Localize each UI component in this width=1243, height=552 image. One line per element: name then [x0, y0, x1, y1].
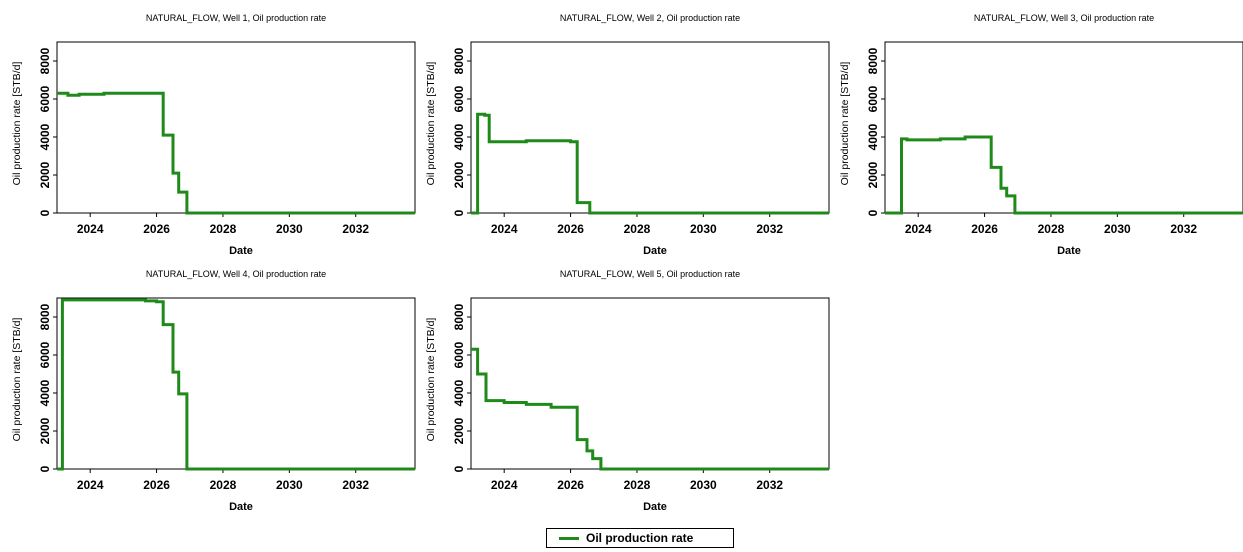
panel-well-4: NATURAL_FLOW, Well 4, Oil production rat…: [11, 269, 416, 513]
y-tick-label: 6000: [38, 341, 52, 368]
series-line-oil-production-rate: [57, 298, 415, 471]
x-axis-label: Date: [643, 501, 667, 513]
y-tick-label: 4000: [866, 123, 880, 150]
x-tick-label: 2032: [1170, 222, 1197, 236]
x-tick-label: 2030: [690, 222, 717, 236]
legend: Oil production rate: [546, 528, 734, 548]
x-tick-label: 2028: [210, 478, 237, 492]
x-tick-label: 2024: [77, 478, 104, 492]
x-tick-label: 2024: [491, 222, 518, 236]
x-tick-label: 2026: [557, 478, 584, 492]
series-line-oil-production-rate: [57, 91, 415, 215]
series-line-oil-production-rate: [471, 112, 829, 215]
x-tick-label: 2026: [143, 478, 170, 492]
x-tick-label: 2032: [756, 478, 783, 492]
y-tick-label: 2000: [866, 161, 880, 188]
y-tick-label: 0: [38, 465, 52, 472]
y-tick-label: 0: [38, 209, 52, 216]
y-tick-label: 6000: [452, 341, 466, 368]
y-tick-label: 2000: [38, 161, 52, 188]
panel-well-1: NATURAL_FLOW, Well 1, Oil production rat…: [11, 13, 416, 257]
x-tick-label: 2024: [77, 222, 104, 236]
x-tick-label: 2026: [971, 222, 998, 236]
y-tick-label: 8000: [452, 47, 466, 74]
y-tick-label: 4000: [452, 123, 466, 150]
plot-area: [56, 41, 416, 214]
x-tick-label: 2030: [690, 478, 717, 492]
plot-area: [470, 297, 830, 470]
x-tick-label: 2026: [143, 222, 170, 236]
x-axis-label: Date: [229, 501, 253, 513]
x-tick-label: 2028: [624, 222, 651, 236]
y-axis-label: Oil production rate [STB/d]: [425, 62, 437, 186]
y-tick-label: 8000: [452, 303, 466, 330]
y-axis-label: Oil production rate [STB/d]: [839, 62, 851, 186]
y-tick-label: 2000: [38, 417, 52, 444]
y-tick-label: 8000: [38, 303, 52, 330]
y-tick-label: 4000: [38, 123, 52, 150]
series-line-oil-production-rate: [885, 135, 1243, 215]
y-tick-label: 0: [866, 209, 880, 216]
y-tick-label: 4000: [38, 379, 52, 406]
y-axis-label: Oil production rate [STB/d]: [11, 62, 23, 186]
x-tick-label: 2032: [342, 222, 369, 236]
legend-swatch: [559, 536, 579, 540]
x-tick-label: 2028: [624, 478, 651, 492]
legend-label: Oil production rate: [586, 531, 694, 545]
plot-area: [56, 297, 416, 470]
y-tick-label: 8000: [38, 47, 52, 74]
x-tick-label: 2024: [491, 478, 518, 492]
y-tick-label: 8000: [866, 47, 880, 74]
x-axis-label: Date: [1057, 245, 1081, 257]
y-tick-label: 6000: [38, 85, 52, 112]
panel-well-2: NATURAL_FLOW, Well 2, Oil production rat…: [425, 13, 830, 257]
x-axis-label: Date: [229, 245, 253, 257]
x-tick-label: 2032: [342, 478, 369, 492]
x-tick-label: 2030: [1104, 222, 1131, 236]
plot-area: [470, 41, 830, 214]
series-line-oil-production-rate: [471, 347, 829, 471]
panel-well-3: NATURAL_FLOW, Well 3, Oil production rat…: [839, 13, 1243, 257]
y-axis-label: Oil production rate [STB/d]: [11, 318, 23, 442]
y-tick-label: 6000: [866, 85, 880, 112]
x-tick-label: 2028: [1038, 222, 1065, 236]
x-tick-label: 2030: [276, 222, 303, 236]
x-axis-label: Date: [643, 245, 667, 257]
chart-title: NATURAL_FLOW, Well 3, Oil production rat…: [974, 13, 1154, 23]
y-tick-label: 4000: [452, 379, 466, 406]
y-tick-label: 2000: [452, 417, 466, 444]
x-tick-label: 2028: [210, 222, 237, 236]
y-tick-label: 6000: [452, 85, 466, 112]
chart-title: NATURAL_FLOW, Well 4, Oil production rat…: [146, 269, 326, 279]
plot-area: [884, 41, 1243, 214]
x-tick-label: 2030: [276, 478, 303, 492]
chart-title: NATURAL_FLOW, Well 1, Oil production rat…: [146, 13, 326, 23]
chart-title: NATURAL_FLOW, Well 5, Oil production rat…: [560, 269, 740, 279]
chart-title: NATURAL_FLOW, Well 2, Oil production rat…: [560, 13, 740, 23]
x-tick-label: 2032: [756, 222, 783, 236]
y-tick-label: 0: [452, 209, 466, 216]
y-axis-label: Oil production rate [STB/d]: [425, 318, 437, 442]
x-tick-label: 2024: [905, 222, 932, 236]
panel-well-5: NATURAL_FLOW, Well 5, Oil production rat…: [425, 269, 830, 513]
y-tick-label: 0: [452, 465, 466, 472]
x-tick-label: 2026: [557, 222, 584, 236]
y-tick-label: 2000: [452, 161, 466, 188]
